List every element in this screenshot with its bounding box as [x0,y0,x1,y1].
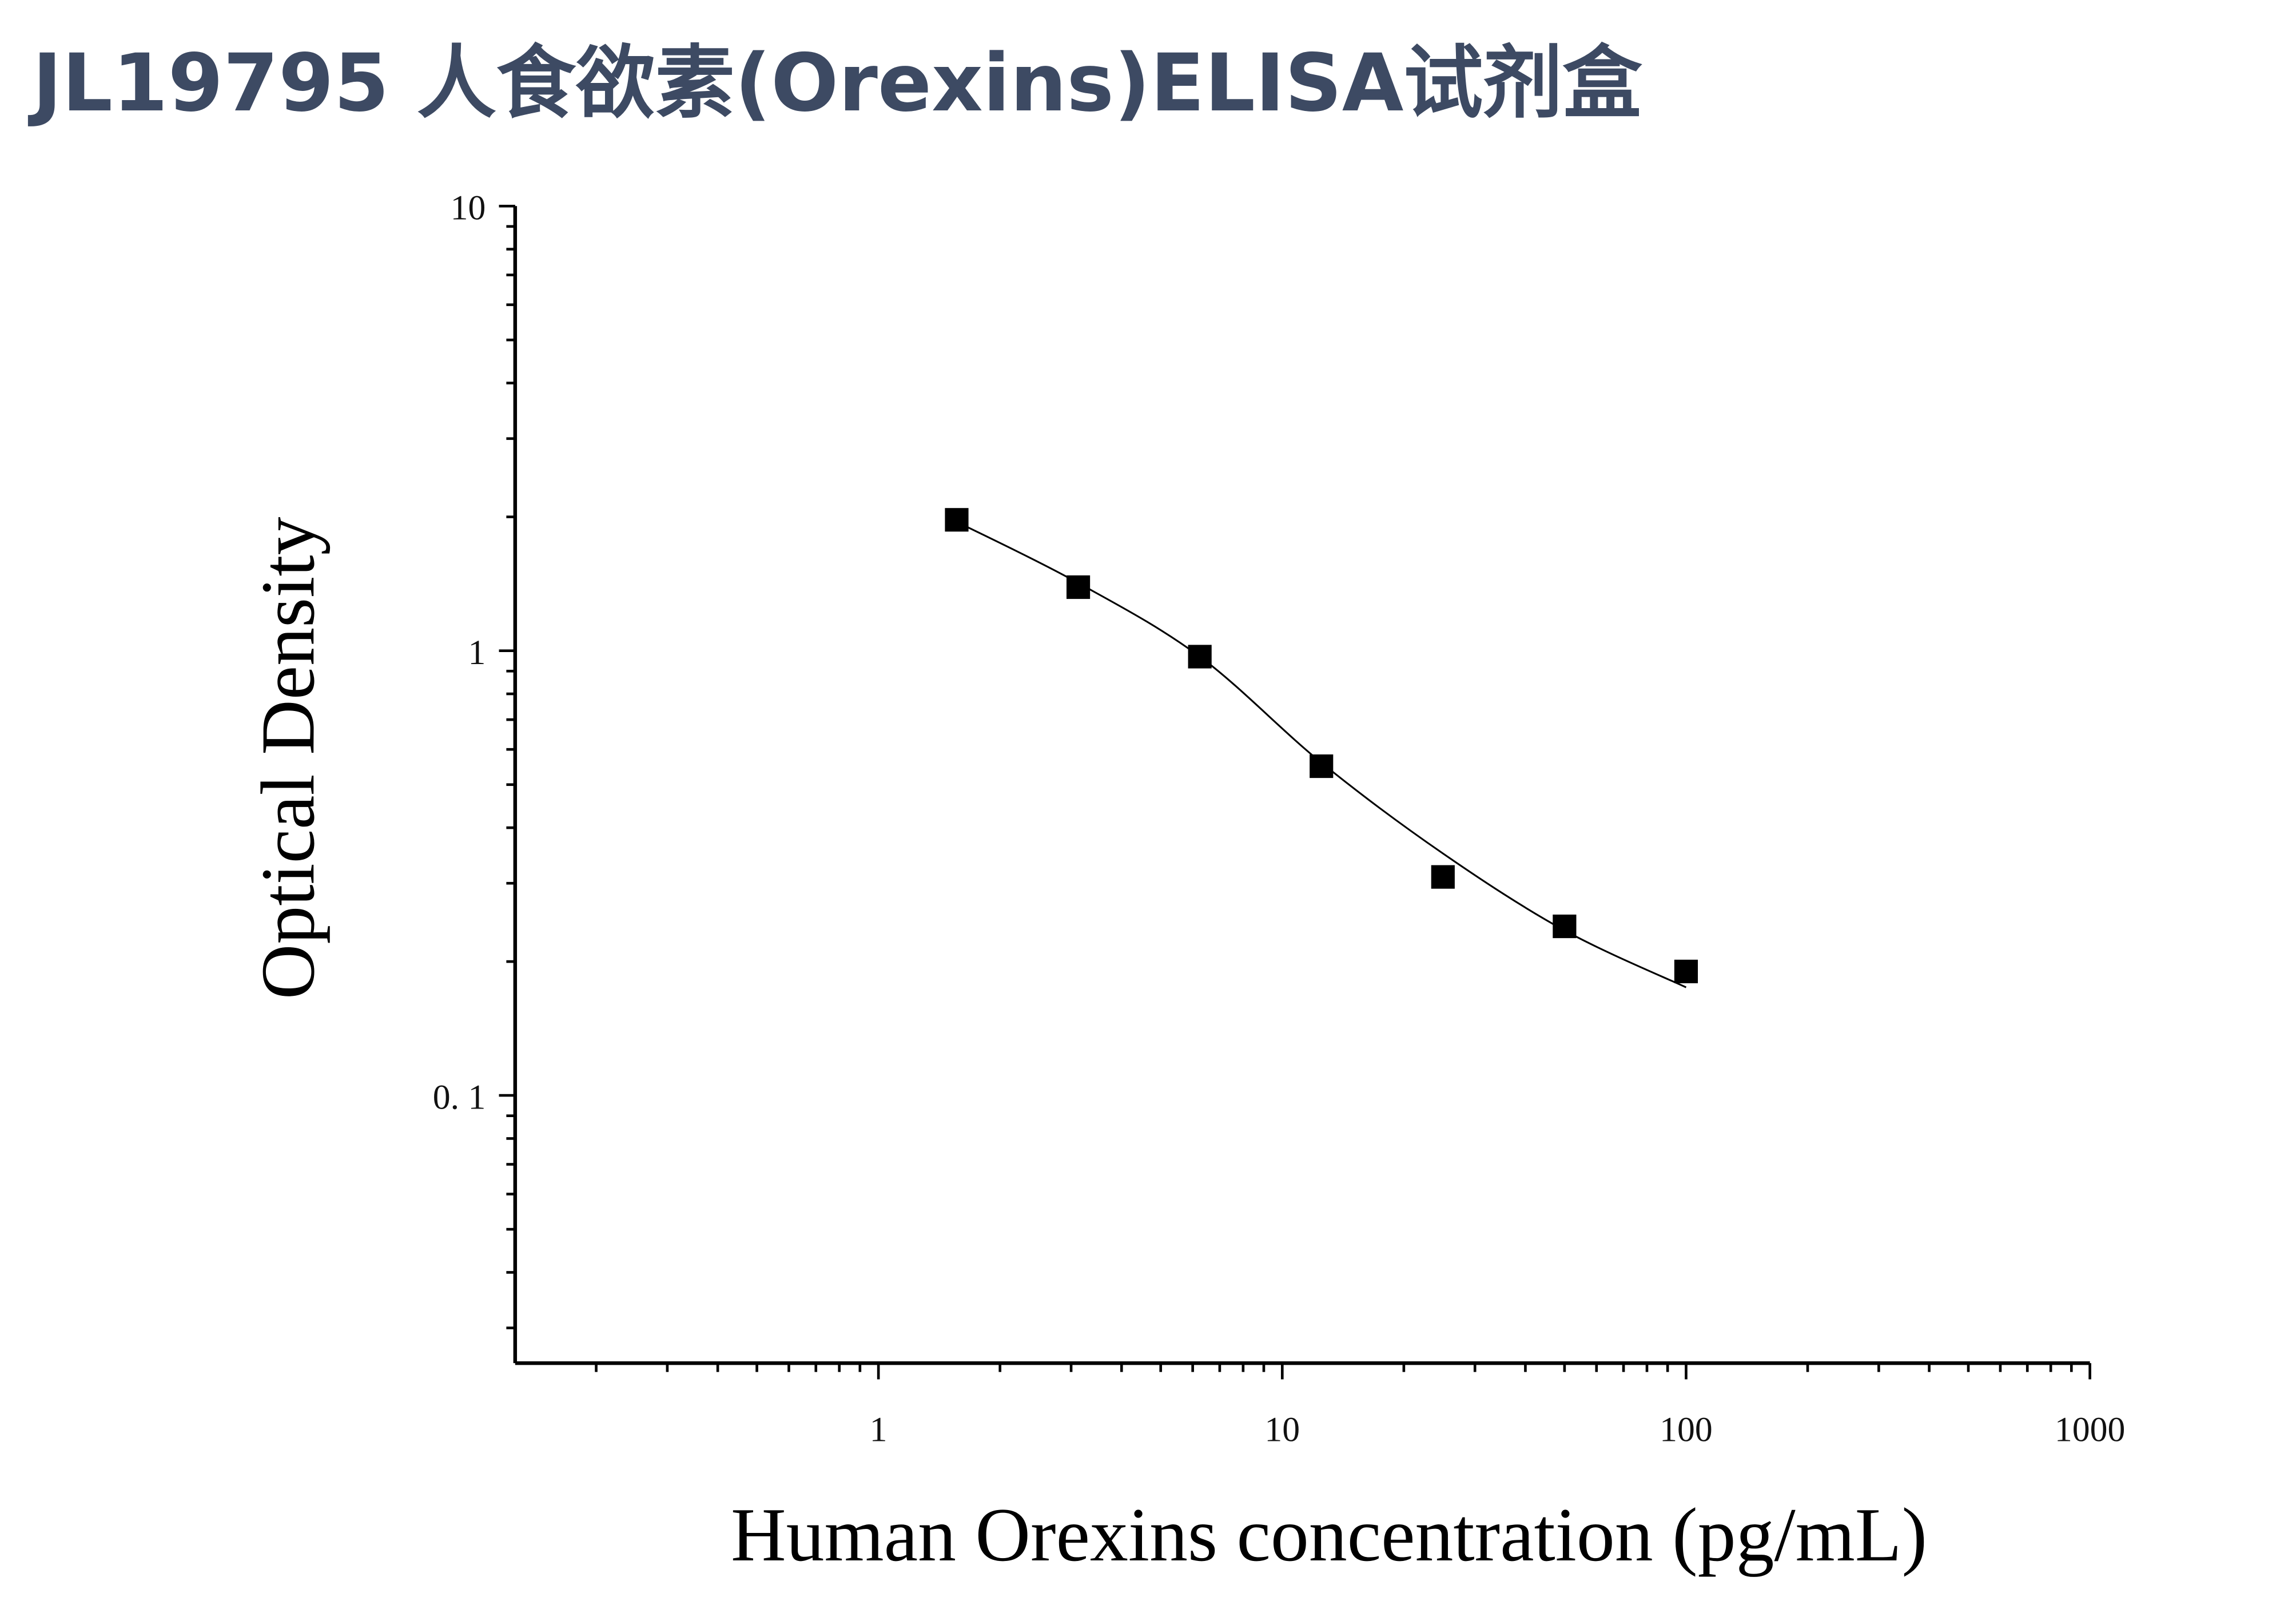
x-tick-label: 1000 [2055,1411,2126,1449]
y-tick-label: 0. 1 [433,1078,486,1117]
y-tick-label: 10 [451,188,486,227]
data-point-square [1066,575,1091,599]
x-tick-label: 1 [870,1411,888,1449]
axes: 1 10 100 1000 10 1 0. 1 [433,188,2126,1449]
data-point-square [1431,865,1455,889]
x-tick-label: 10 [1264,1411,1300,1449]
data-point-square [1674,959,1698,983]
x-axis-label: Human Orexins concentration (pg/mL) [731,1492,1927,1577]
x-tick-label: 100 [1660,1411,1713,1449]
data-point-square [1310,754,1334,778]
y-axis-label: Optical Density [245,517,330,1000]
data-marks [945,508,1698,988]
y-tick-label: 1 [468,633,486,672]
chart-title: JL19795 人食欲素(Orexins)ELISA试剂盒 [28,37,1643,129]
data-point-square [1188,645,1212,669]
data-point-square [1553,914,1577,939]
data-point-square [945,508,969,532]
